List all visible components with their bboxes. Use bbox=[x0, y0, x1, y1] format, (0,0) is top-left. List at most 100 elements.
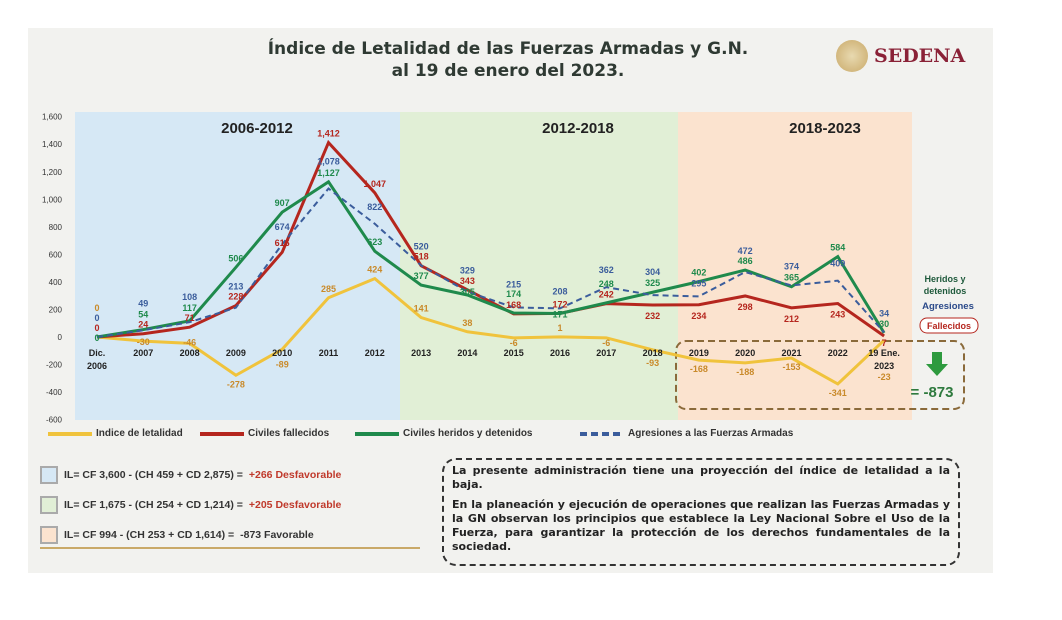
data-label: -6 bbox=[510, 338, 518, 348]
data-label: 0 bbox=[94, 323, 99, 333]
formula-text: IL= CF 3,600 - (CH 459 + CD 2,875) = bbox=[64, 469, 243, 481]
data-label: 1 bbox=[557, 323, 562, 333]
y-tick-label: 1,000 bbox=[42, 195, 63, 204]
period-swatch bbox=[40, 466, 58, 484]
legend-label: Agresiones a las Fuerzas Armadas bbox=[628, 428, 794, 439]
x-tick-label: 2021 bbox=[781, 348, 801, 358]
data-label: 49 bbox=[138, 298, 148, 308]
data-label: 295 bbox=[691, 278, 706, 288]
y-tick-label: -200 bbox=[46, 361, 63, 370]
note-paragraph: La presente administración tiene una pro… bbox=[452, 464, 950, 491]
legend-label: Civiles fallecidos bbox=[248, 428, 330, 439]
y-tick-label: 800 bbox=[49, 223, 63, 232]
x-tick-label: 2015 bbox=[504, 348, 524, 358]
series-line-0 bbox=[96, 276, 886, 386]
data-label: 285 bbox=[321, 284, 336, 294]
data-label: 402 bbox=[691, 268, 706, 278]
data-label: 108 bbox=[182, 292, 197, 302]
note-box: La presente administración tiene una pro… bbox=[442, 458, 960, 566]
x-tick-label: 2013 bbox=[411, 348, 431, 358]
formula-2012-2018: IL= CF 1,675 - (CH 254 + CD 1,214) = +20… bbox=[40, 496, 341, 514]
data-label: 374 bbox=[784, 262, 799, 272]
data-label: 472 bbox=[738, 246, 753, 256]
data-label: 7 bbox=[882, 338, 887, 348]
data-label: 616 bbox=[275, 238, 290, 248]
data-label: -341 bbox=[829, 388, 847, 398]
data-label: 71 bbox=[185, 313, 195, 323]
formula-result: +266 Desfavorable bbox=[248, 469, 342, 481]
x-tick-label: Dic. bbox=[89, 348, 106, 358]
x-tick-label: 2009 bbox=[226, 348, 246, 358]
data-label: 34 bbox=[879, 308, 889, 318]
data-label: 54 bbox=[138, 310, 148, 320]
data-label: 243 bbox=[830, 310, 845, 320]
legend-item-heridos: Civiles heridos y detenidos bbox=[355, 428, 532, 439]
x-tick-label: 2008 bbox=[180, 348, 200, 358]
formula-text: IL= CF 1,675 - (CH 254 + CD 1,214) = bbox=[64, 499, 243, 511]
period-label: 2012-2018 bbox=[542, 120, 614, 137]
y-tick-label: -400 bbox=[46, 388, 63, 397]
legend-item-fallecidos: Civiles fallecidos bbox=[200, 428, 329, 439]
side-label-fallecidos: Fallecidos bbox=[927, 321, 971, 331]
data-label: -168 bbox=[690, 364, 708, 374]
y-tick-label: 1,600 bbox=[42, 113, 63, 122]
data-label: 822 bbox=[367, 202, 382, 212]
data-label: 365 bbox=[784, 273, 799, 283]
y-tick-label: 1,200 bbox=[42, 168, 63, 177]
formula-text: IL= CF 994 - (CH 253 + CD 1,614) = bbox=[64, 529, 235, 541]
legend-swatch bbox=[355, 431, 399, 436]
data-label: 623 bbox=[367, 237, 382, 247]
x-tick-label: 2018 bbox=[643, 348, 663, 358]
legend-swatch bbox=[580, 431, 624, 436]
data-label: 1,078 bbox=[317, 157, 340, 167]
data-label: 298 bbox=[738, 302, 753, 312]
legend-item-indice: Indice de letalidad bbox=[48, 428, 183, 439]
data-label: 907 bbox=[275, 198, 290, 208]
period-label: 2006-2012 bbox=[221, 120, 293, 137]
data-label: 248 bbox=[599, 279, 614, 289]
down-arrow-icon bbox=[926, 352, 948, 376]
legend-swatch bbox=[48, 431, 92, 436]
data-label: 329 bbox=[460, 266, 475, 276]
legend-item-agresiones: Agresiones a las Fuerzas Armadas bbox=[580, 428, 793, 439]
data-label: 208 bbox=[552, 286, 567, 296]
data-label: -89 bbox=[276, 359, 289, 369]
period-band bbox=[678, 112, 912, 420]
data-label: 0 bbox=[94, 313, 99, 323]
period-label: 2018-2023 bbox=[789, 120, 861, 137]
data-label: 674 bbox=[275, 222, 290, 232]
data-label: 215 bbox=[506, 279, 521, 289]
data-label: 168 bbox=[506, 300, 521, 310]
data-label: 172 bbox=[552, 299, 567, 309]
data-label: -46 bbox=[183, 337, 196, 347]
data-label: 117 bbox=[182, 303, 197, 313]
period-swatch bbox=[40, 526, 58, 544]
data-label: 518 bbox=[414, 252, 429, 262]
data-label: 228 bbox=[228, 292, 243, 302]
data-label: -278 bbox=[227, 379, 245, 389]
data-label: 213 bbox=[228, 282, 243, 292]
data-label: -153 bbox=[782, 362, 800, 372]
data-label: 212 bbox=[784, 314, 799, 324]
side-label-heridos: Heridos y bbox=[924, 274, 965, 284]
data-label: 584 bbox=[830, 243, 845, 253]
data-label: 520 bbox=[414, 241, 429, 251]
x-tick-label: 2014 bbox=[457, 348, 477, 358]
data-label: 506 bbox=[228, 253, 243, 263]
sedena-logo: SEDENA bbox=[836, 40, 965, 72]
data-label: 1,047 bbox=[364, 179, 387, 189]
data-label: 24 bbox=[138, 320, 148, 330]
total-value: = -873 bbox=[911, 384, 954, 401]
period-band bbox=[400, 112, 678, 420]
data-label: -23 bbox=[878, 372, 891, 382]
logo-text: SEDENA bbox=[874, 45, 966, 67]
formula-result: -873 Favorable bbox=[240, 529, 314, 541]
side-label-heridos-2: detenidos bbox=[924, 286, 967, 296]
x-tick-label: 19 Ene. bbox=[868, 348, 900, 358]
data-label: -93 bbox=[646, 358, 659, 368]
data-label: 304 bbox=[645, 267, 660, 277]
x-tick-label: 2016 bbox=[550, 348, 570, 358]
data-label: 141 bbox=[414, 304, 429, 314]
data-label: -30 bbox=[137, 337, 150, 347]
data-label: 343 bbox=[460, 276, 475, 286]
